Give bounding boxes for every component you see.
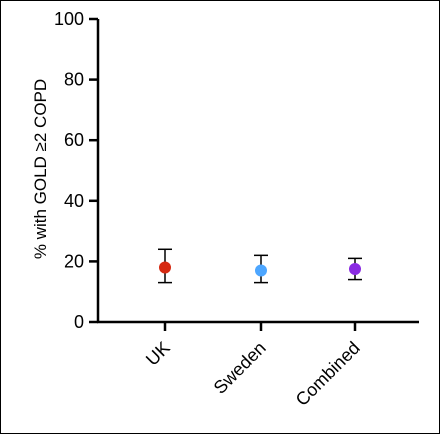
y-tick-label: 0: [74, 312, 84, 332]
data-point: [349, 262, 361, 275]
x-axis: UK Sweden Combined: [97, 320, 419, 410]
x-tick-label: UK: [142, 338, 174, 370]
data-point: [159, 261, 171, 274]
y-tick-label: 40: [64, 191, 84, 211]
x-tick-label: Combined: [292, 338, 364, 410]
y-tick-label: 100: [54, 9, 84, 29]
y-tick-label: 60: [64, 130, 84, 150]
y-axis: 0 20 40 60 80 100: [54, 9, 100, 332]
data-point: [255, 264, 267, 277]
y-tick-label: 80: [64, 70, 84, 90]
y-axis-title: % with GOLD ≥2 COPD: [31, 79, 50, 259]
data-marks: [158, 248, 362, 284]
y-tick-label: 20: [64, 251, 84, 271]
x-tick-label: Sweden: [210, 338, 270, 398]
